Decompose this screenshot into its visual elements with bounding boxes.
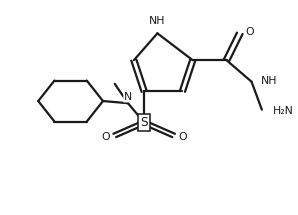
Text: O: O bbox=[102, 132, 110, 141]
Text: O: O bbox=[245, 27, 254, 37]
Text: NH: NH bbox=[261, 76, 277, 86]
Text: H₂N: H₂N bbox=[272, 106, 293, 115]
Text: S: S bbox=[140, 116, 148, 129]
Text: NH: NH bbox=[149, 16, 166, 26]
Text: N: N bbox=[124, 92, 132, 102]
Text: O: O bbox=[178, 132, 187, 141]
